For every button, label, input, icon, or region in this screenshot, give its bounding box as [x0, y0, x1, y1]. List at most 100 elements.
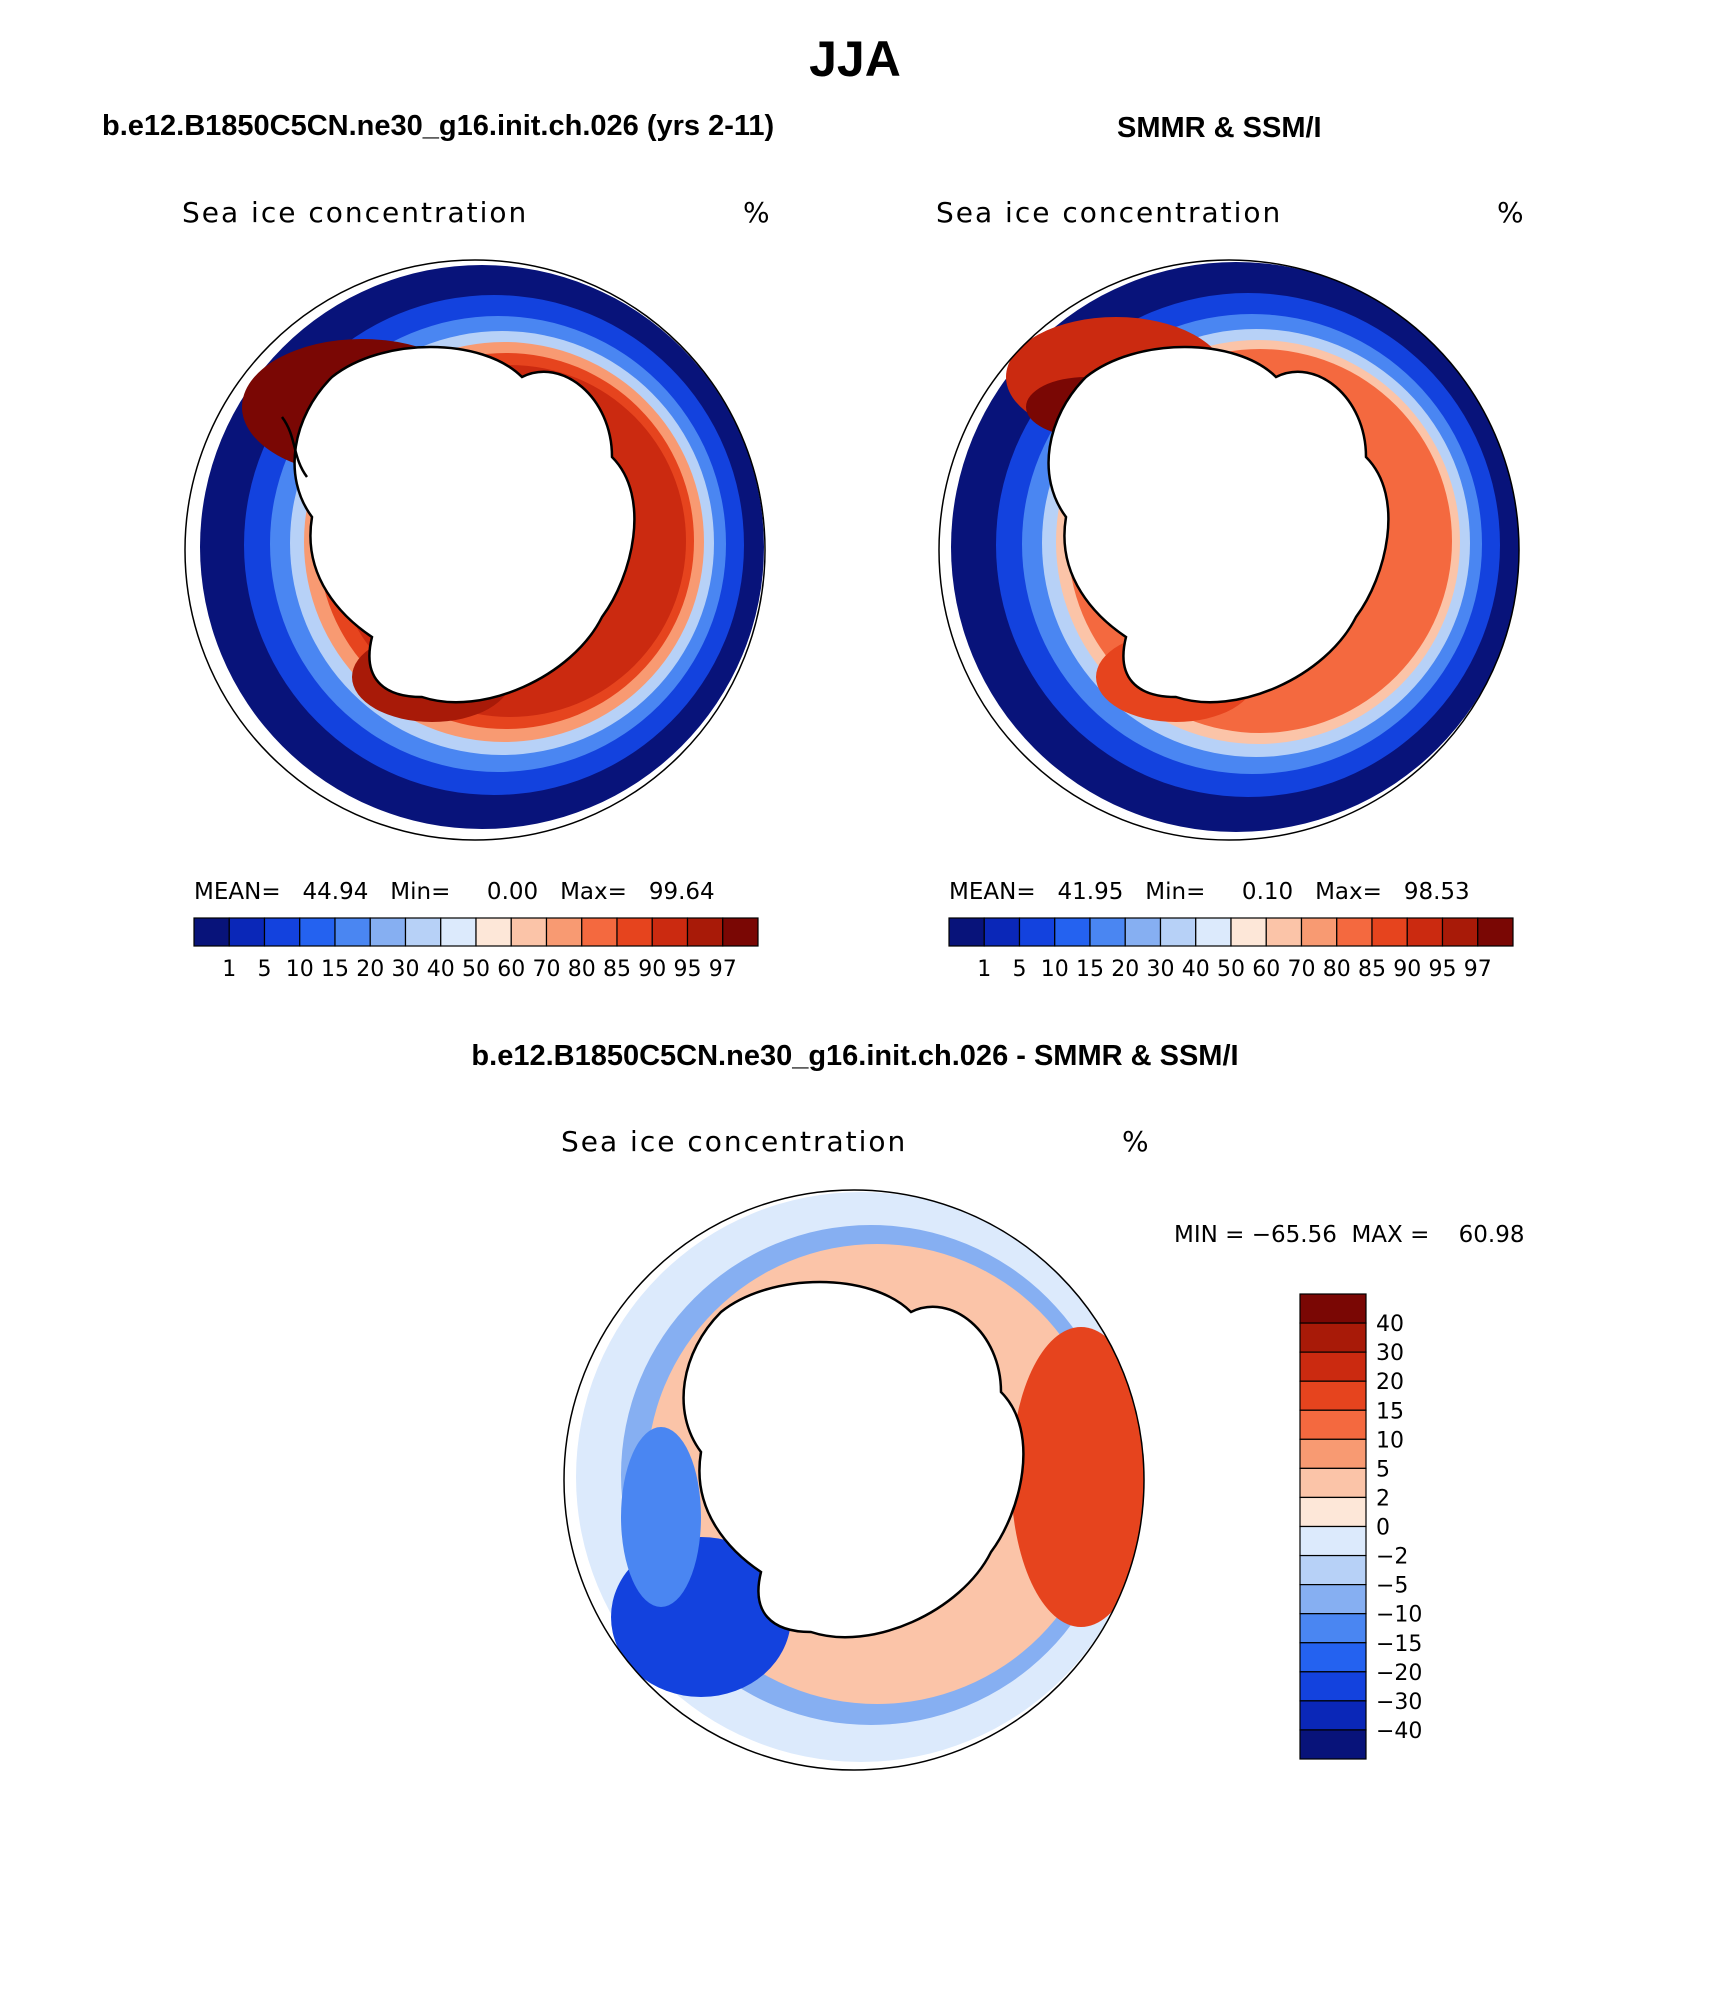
colorbar-swatch [1018, 917, 1056, 947]
colorbar-swatch [1299, 1525, 1367, 1557]
panel-b-subtitle: SMMR & SSM/I [1117, 112, 1322, 144]
colorbar-swatch [1299, 1351, 1367, 1382]
panel-a-map [184, 259, 766, 841]
colorbar-tick-label: −2 [1376, 1545, 1408, 1570]
panel-b-stats: MEAN= 41.95 Min= 0.10 Max= 98.53 [949, 879, 1470, 905]
colorbar-tick-label: 0 [1376, 1516, 1390, 1541]
panel-b-plot-title: Sea ice concentration [936, 196, 1283, 229]
panel-c-map [563, 1189, 1145, 1771]
colorbar-swatch [651, 917, 689, 947]
colorbar-swatch [1300, 917, 1338, 947]
colorbar-swatch [1054, 917, 1091, 947]
colorbar-swatch [1299, 1642, 1367, 1673]
colorbar-tick-label: 90 [1393, 957, 1421, 982]
colorbar-tick-label: 70 [1288, 957, 1316, 982]
colorbar-swatch [1371, 917, 1408, 947]
colorbar-swatch [1299, 1409, 1367, 1440]
colorbar-swatch [263, 917, 301, 947]
colorbar-tick-label: 60 [497, 957, 525, 982]
colorbar-swatch [1299, 1380, 1367, 1411]
panel-c-subtitle: b.e12.B1850C5CN.ne30_g16.init.ch.026 - S… [471, 1040, 1239, 1072]
colorbar-swatch [1089, 917, 1126, 947]
colorbar-tick-label: 97 [1464, 957, 1492, 982]
colorbar-tick-label: 97 [709, 957, 737, 982]
colorbar-swatch [1299, 1671, 1367, 1702]
colorbar-swatch [686, 917, 724, 947]
colorbar-swatch [1195, 917, 1232, 947]
colorbar-tick-label: −5 [1376, 1574, 1408, 1599]
colorbar-tick-label: 80 [568, 957, 596, 982]
colorbar-swatch [1441, 917, 1479, 947]
colorbar-tick-label: 20 [1111, 957, 1139, 982]
colorbar-tick-label: −15 [1376, 1632, 1422, 1657]
colorbar-swatch [228, 917, 266, 947]
colorbar-tick-label: 10 [286, 957, 314, 982]
colorbar-swatch [1299, 1729, 1367, 1760]
colorbar-swatch [440, 917, 477, 947]
colorbar-swatch [1159, 917, 1197, 947]
colorbar-tick-label: 20 [1376, 1370, 1404, 1395]
panel-c-units: % [1122, 1125, 1151, 1158]
antarctic-peninsula [280, 416, 309, 478]
panel-a-units: % [743, 196, 772, 229]
colorbar-tick-label: 1 [222, 957, 236, 982]
colorbar-swatch [983, 917, 1021, 947]
colorbar-tick-label: 5 [258, 957, 272, 982]
colorbar-tick-label: 10 [1041, 957, 1069, 982]
colorbar-swatch [581, 917, 618, 947]
panel-b-colorbar: 1 5 10 15 20 30 40 50 60 70 80 85 90 95 97 [948, 917, 1514, 982]
colorbar-swatch [616, 917, 653, 947]
colorbar-tick-label: 90 [638, 957, 666, 982]
colorbar-tick-label: −40 [1376, 1719, 1422, 1744]
panel-b-units: % [1497, 196, 1526, 229]
colorbar-swatch [1406, 917, 1444, 947]
colorbar-tick-label: 30 [1147, 957, 1175, 982]
panel-a-colorbar: 1 5 10 15 20 30 40 50 60 70 80 85 90 95 97 [193, 917, 759, 982]
colorbar-tick-label: 15 [1076, 957, 1104, 982]
colorbar-tick-label: 5 [1013, 957, 1027, 982]
colorbar-tick-label: 20 [356, 957, 384, 982]
colorbar-tick-label: −30 [1376, 1690, 1422, 1715]
colorbar-tick-label: 15 [321, 957, 349, 982]
colorbar-swatch [1299, 1584, 1367, 1615]
colorbar-tick-label: 60 [1252, 957, 1280, 982]
colorbar-swatch [1299, 1322, 1367, 1353]
colorbar-tick-label: 30 [392, 957, 420, 982]
panel-c-plot-title: Sea ice concentration [561, 1125, 908, 1158]
colorbar-swatch [510, 917, 548, 947]
panel-a-plot-title: Sea ice concentration [182, 196, 529, 229]
colorbar-tick-label: 40 [1376, 1312, 1404, 1337]
panel-a-subtitle: b.e12.B1850C5CN.ne30_g16.init.ch.026 (yr… [102, 110, 775, 142]
colorbar-tick-label: 50 [462, 957, 490, 982]
positive-anomaly [1011, 1327, 1144, 1627]
panel-c-stats: MIN = −65.56 MAX = 60.98 [1174, 1222, 1525, 1248]
colorbar-tick-label: 70 [533, 957, 561, 982]
colorbar-swatch [1299, 1293, 1367, 1324]
colorbar-swatch [722, 917, 759, 947]
colorbar-tick-label: 40 [427, 957, 455, 982]
colorbar-tick-label: 95 [1429, 957, 1457, 982]
colorbar-tick-label: 80 [1323, 957, 1351, 982]
colorbar-swatch [948, 917, 985, 947]
colorbar-swatch [1124, 917, 1162, 947]
colorbar-tick-label: 30 [1376, 1341, 1404, 1366]
colorbar-swatch [193, 917, 230, 947]
colorbar-tick-label: −20 [1376, 1661, 1422, 1686]
panel-b-map [938, 259, 1520, 841]
colorbar-swatch [1230, 917, 1267, 947]
colorbar-tick-label: 1 [977, 957, 991, 982]
colorbar-swatch [334, 917, 371, 947]
colorbar-swatch [369, 917, 407, 947]
colorbar-tick-label: 40 [1182, 957, 1210, 982]
colorbar-swatch [1477, 917, 1514, 947]
colorbar-tick-label: 85 [603, 957, 631, 982]
antarctica-outline [293, 345, 636, 704]
figure-title: JJA [809, 31, 901, 87]
colorbar-tick-label: 10 [1376, 1428, 1404, 1453]
colorbar-tick-label: 50 [1217, 957, 1245, 982]
colorbar-swatch [475, 917, 512, 947]
colorbar-swatch [1336, 917, 1373, 947]
colorbar-tick-label: 15 [1376, 1399, 1404, 1424]
colorbar-swatch [1299, 1613, 1367, 1644]
